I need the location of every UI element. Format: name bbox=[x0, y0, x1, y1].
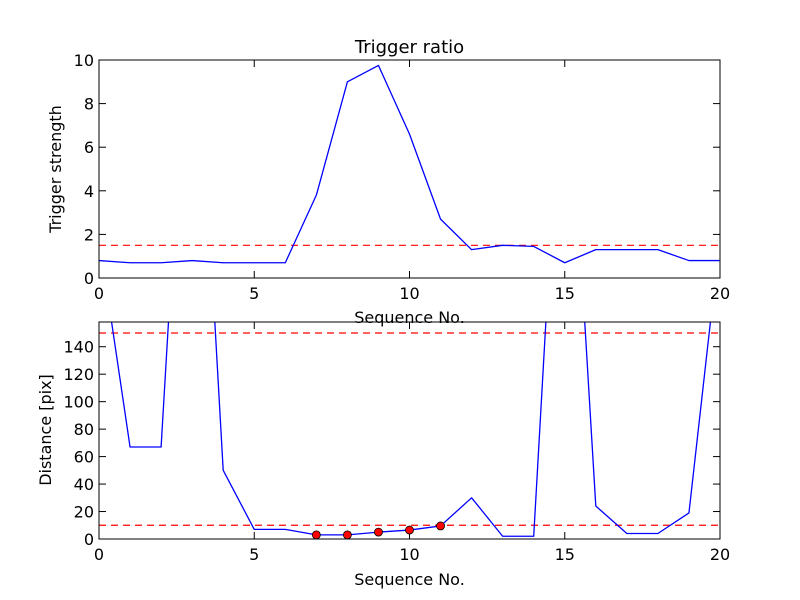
bottom-y-axis-label: Distance [pix] bbox=[36, 374, 55, 486]
y-tick-label: 20 bbox=[74, 503, 94, 522]
y-tick-label: 40 bbox=[74, 475, 94, 494]
y-tick-label: 80 bbox=[74, 420, 94, 439]
y-tick-label: 100 bbox=[63, 393, 94, 412]
x-tick-label: 20 bbox=[710, 545, 730, 564]
data-point-marker bbox=[343, 530, 352, 539]
x-tick-label: 0 bbox=[94, 284, 104, 303]
y-tick-label: 10 bbox=[74, 51, 94, 70]
top-plot-frame bbox=[98, 59, 721, 279]
top-plot-title: Trigger ratio bbox=[354, 37, 464, 58]
y-tick-label: 8 bbox=[84, 95, 94, 114]
y-tick-label: 120 bbox=[63, 365, 94, 384]
y-tick-label: 2 bbox=[84, 225, 94, 244]
x-tick-label: 20 bbox=[710, 284, 730, 303]
bottom-ticks: 0 5 10 15 20 0 20 40 60 80 100 120 140 bbox=[63, 322, 730, 564]
data-point-marker bbox=[374, 527, 383, 537]
top-ticks: 0 5 10 15 20 0 2 4 6 8 10 bbox=[74, 51, 731, 303]
y-tick-label: 4 bbox=[84, 182, 94, 201]
bottom-x-axis-label: Sequence No. bbox=[354, 570, 465, 589]
y-tick-label: 140 bbox=[63, 338, 94, 357]
y-tick-label: 0 bbox=[84, 530, 94, 549]
x-tick-label: 10 bbox=[399, 545, 419, 564]
data-point-marker bbox=[405, 525, 414, 535]
bottom-thresholds bbox=[99, 332, 720, 526]
series-line bbox=[110, 322, 712, 537]
y-tick-label: 60 bbox=[74, 448, 94, 467]
x-tick-label: 0 bbox=[94, 545, 104, 564]
top-series bbox=[99, 64, 720, 264]
bottom-series bbox=[110, 322, 712, 539]
series-line bbox=[99, 64, 720, 264]
x-tick-label: 5 bbox=[249, 284, 259, 303]
x-tick-label: 5 bbox=[249, 545, 259, 564]
x-tick-label: 15 bbox=[555, 284, 575, 303]
data-point-marker bbox=[311, 530, 321, 539]
x-tick-label: 10 bbox=[399, 284, 419, 303]
bottom-plot-frame bbox=[98, 321, 721, 540]
data-point-marker bbox=[436, 521, 445, 531]
y-tick-label: 6 bbox=[84, 138, 94, 157]
top-y-axis-label: Trigger strength bbox=[46, 105, 65, 234]
y-tick-label: 0 bbox=[84, 269, 94, 288]
x-tick-label: 15 bbox=[555, 545, 575, 564]
